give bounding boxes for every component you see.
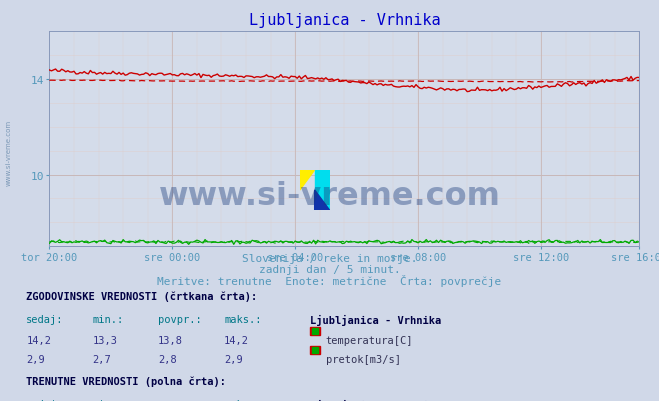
Text: sedaj:: sedaj:: [26, 399, 64, 401]
Text: 2,8: 2,8: [158, 354, 177, 364]
Text: ZGODOVINSKE VREDNOSTI (črtkana črta):: ZGODOVINSKE VREDNOSTI (črtkana črta):: [26, 291, 258, 301]
Text: 13,3: 13,3: [92, 335, 117, 345]
Text: 2,9: 2,9: [224, 354, 243, 364]
Text: temperatura[C]: temperatura[C]: [326, 335, 413, 345]
Text: pretok[m3/s]: pretok[m3/s]: [326, 354, 401, 364]
Polygon shape: [315, 190, 330, 211]
Text: povpr.:: povpr.:: [158, 399, 202, 401]
Text: 2,9: 2,9: [26, 354, 45, 364]
Text: maks.:: maks.:: [224, 314, 262, 324]
Title: Ljubljanica - Vrhnika: Ljubljanica - Vrhnika: [248, 13, 440, 28]
Text: sedaj:: sedaj:: [26, 314, 64, 324]
Text: povpr.:: povpr.:: [158, 314, 202, 324]
Text: min.:: min.:: [92, 314, 123, 324]
Text: Ljubljanica - Vrhnika: Ljubljanica - Vrhnika: [310, 399, 441, 401]
Text: maks.:: maks.:: [224, 399, 262, 401]
Text: Slovenija / reke in morje.: Slovenija / reke in morje.: [242, 253, 417, 263]
Text: TRENUTNE VREDNOSTI (polna črta):: TRENUTNE VREDNOSTI (polna črta):: [26, 376, 226, 386]
Text: min.:: min.:: [92, 399, 123, 401]
Text: 14,2: 14,2: [26, 335, 51, 345]
Polygon shape: [300, 170, 315, 190]
Text: 14,2: 14,2: [224, 335, 249, 345]
Text: 2,7: 2,7: [92, 354, 111, 364]
Polygon shape: [315, 170, 330, 211]
Text: www.si-vreme.com: www.si-vreme.com: [159, 181, 500, 212]
Text: Meritve: trenutne  Enote: metrične  Črta: povprečje: Meritve: trenutne Enote: metrične Črta: …: [158, 274, 501, 286]
Text: 13,8: 13,8: [158, 335, 183, 345]
Text: www.si-vreme.com: www.si-vreme.com: [5, 119, 11, 185]
Text: Ljubljanica - Vrhnika: Ljubljanica - Vrhnika: [310, 314, 441, 325]
Text: zadnji dan / 5 minut.: zadnji dan / 5 minut.: [258, 264, 401, 274]
